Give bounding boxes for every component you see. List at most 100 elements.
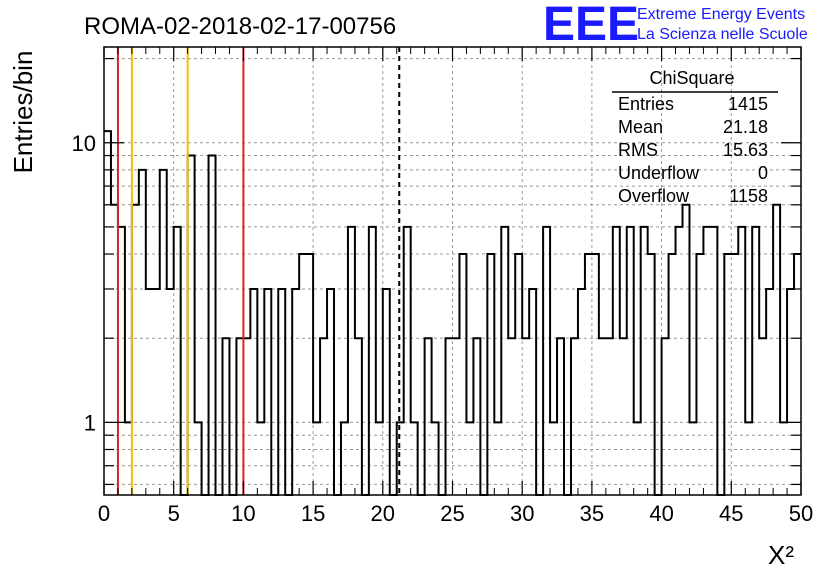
axis-ticks: 0 5 10 15 20 25 30 35 40 45 50 1 10 bbox=[72, 47, 813, 526]
x-tick-label: 35 bbox=[580, 501, 604, 526]
x-tick-label: 5 bbox=[168, 501, 180, 526]
histogram-bin bbox=[195, 422, 202, 495]
histogram-bin bbox=[794, 254, 801, 495]
histogram-bin bbox=[459, 254, 466, 495]
histogram-bin bbox=[752, 227, 759, 495]
stats-row-label: Overflow bbox=[618, 186, 690, 206]
histogram-bin bbox=[703, 227, 710, 495]
histogram-bin bbox=[613, 227, 620, 495]
stats-row-value: 1415 bbox=[728, 94, 768, 114]
histogram-bin bbox=[125, 422, 132, 495]
histogram-bin bbox=[146, 289, 153, 495]
histogram-bin bbox=[209, 156, 216, 495]
eee-logo: EEE Extreme Energy Events La Scienza nel… bbox=[543, 0, 808, 51]
histogram-bin bbox=[111, 205, 118, 495]
histogram-bin bbox=[453, 338, 460, 495]
histogram-bin bbox=[118, 227, 125, 495]
histogram-bin bbox=[160, 170, 167, 495]
histogram-bin bbox=[578, 289, 585, 495]
stats-row-label: Entries bbox=[618, 94, 674, 114]
histogram-bin bbox=[669, 254, 676, 495]
histogram-bin bbox=[188, 156, 195, 495]
histogram-bin bbox=[425, 338, 432, 495]
histogram-bin bbox=[662, 338, 669, 495]
histogram-bin bbox=[411, 422, 418, 495]
chart-title: ROMA-02-2018-02-17-00756 bbox=[84, 13, 396, 40]
reference-lines bbox=[116, 47, 401, 495]
stats-row-label: RMS bbox=[618, 140, 658, 160]
histogram-bin bbox=[139, 170, 146, 495]
histogram-bin bbox=[724, 254, 731, 495]
x-tick-label: 20 bbox=[371, 501, 395, 526]
histogram-bin bbox=[585, 254, 592, 495]
histogram-bin bbox=[543, 227, 550, 495]
y-tick-label: 10 bbox=[72, 131, 96, 156]
stats-row-label: Mean bbox=[618, 117, 663, 137]
histogram-bin bbox=[683, 205, 690, 495]
histogram-bin bbox=[641, 227, 648, 495]
histogram-bin bbox=[738, 227, 745, 495]
histogram-bin bbox=[432, 422, 439, 495]
histogram-bin bbox=[341, 422, 348, 495]
histogram-bin bbox=[264, 289, 271, 495]
histogram-bin bbox=[627, 227, 634, 495]
x-tick-label: 15 bbox=[301, 501, 325, 526]
histogram-bin bbox=[494, 422, 501, 495]
histogram-bin bbox=[620, 338, 627, 495]
histogram-bin bbox=[501, 227, 508, 495]
stats-row-value: 15.63 bbox=[723, 140, 768, 160]
histogram-bin bbox=[348, 227, 355, 495]
histogram-bin bbox=[327, 289, 334, 495]
histogram-bin bbox=[397, 422, 404, 495]
histogram-bin bbox=[731, 254, 738, 495]
histogram-bin bbox=[257, 422, 264, 495]
x-tick-label: 0 bbox=[98, 501, 110, 526]
histogram-bin bbox=[487, 254, 494, 495]
histogram-bin bbox=[676, 227, 683, 495]
histogram-bin bbox=[648, 254, 655, 495]
histogram-bin bbox=[759, 338, 766, 495]
histogram-bin bbox=[376, 422, 383, 495]
eee-logo-line1: Extreme Energy Events bbox=[637, 6, 805, 23]
histogram-bin bbox=[696, 254, 703, 495]
histogram-bin bbox=[132, 205, 139, 495]
histogram-bin bbox=[355, 338, 362, 495]
histogram-bin bbox=[167, 289, 174, 495]
histogram-bin bbox=[634, 422, 641, 495]
histogram-bin bbox=[174, 227, 181, 495]
histogram-bin bbox=[780, 422, 787, 495]
histogram-bin bbox=[599, 338, 606, 495]
plot-frame-rect bbox=[103, 46, 802, 496]
eee-logo-line2: La Scienza nelle Scuole bbox=[637, 26, 808, 43]
histogram-bin bbox=[292, 289, 299, 495]
histogram-bin bbox=[515, 254, 522, 495]
histogram-bin bbox=[243, 338, 250, 495]
histogram-bin bbox=[745, 422, 752, 495]
stats-row-value: 21.18 bbox=[723, 117, 768, 137]
histogram-bin bbox=[250, 289, 257, 495]
histogram-bin bbox=[466, 422, 473, 495]
histogram-bin bbox=[773, 205, 780, 495]
stats-title: ChiSquare bbox=[649, 68, 734, 88]
histogram-bin bbox=[278, 289, 285, 495]
stats-row-value: 0 bbox=[758, 163, 768, 183]
stats-row-value: 1158 bbox=[729, 186, 768, 206]
histogram-bin bbox=[313, 422, 320, 495]
stats-box: ChiSquare Entries 1415 Mean 21.18 RMS 15.63 Un… bbox=[612, 68, 778, 206]
stats-row-label: Underflow bbox=[618, 163, 700, 183]
y-tick-label: 1 bbox=[84, 410, 96, 435]
x-tick-label: 40 bbox=[649, 501, 673, 526]
histogram-bin bbox=[550, 422, 557, 495]
histogram-bin bbox=[557, 338, 564, 495]
histogram-bin bbox=[446, 338, 453, 495]
histogram-bin bbox=[404, 227, 411, 495]
histogram-bin bbox=[529, 289, 536, 495]
histogram-bin bbox=[299, 254, 306, 495]
x-tick-label: 30 bbox=[510, 501, 534, 526]
histogram-bin bbox=[787, 289, 794, 495]
x-axis-label: X² bbox=[768, 540, 794, 570]
histogram-bin bbox=[473, 338, 480, 495]
x-tick-label: 45 bbox=[719, 501, 743, 526]
